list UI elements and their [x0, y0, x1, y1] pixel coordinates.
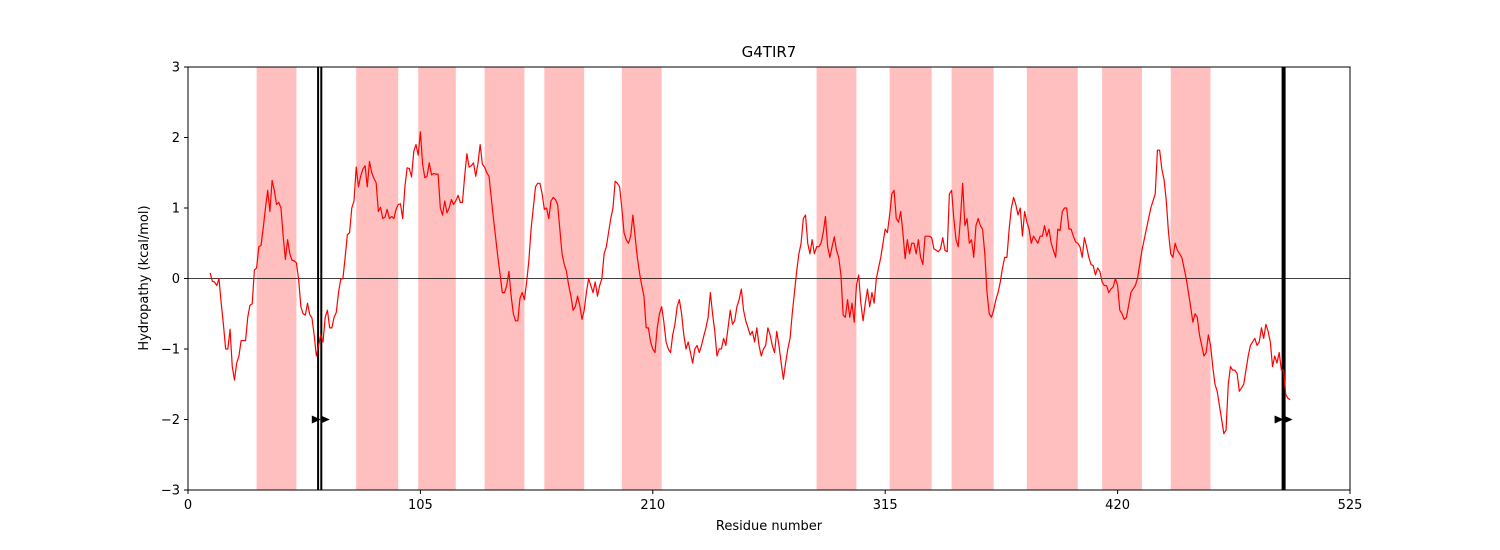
y-axis: −3 −2 −1 0 1 2 3 — [161, 61, 188, 499]
x-tick-label: 0 — [184, 498, 192, 513]
y-axis-label: Hydropathy (kcal/mol) — [137, 205, 152, 350]
y-tick-label: −3 — [161, 484, 180, 499]
x-tick-label: 210 — [640, 498, 665, 513]
x-tick-label: 105 — [408, 498, 433, 513]
y-tick-label: 1 — [172, 202, 180, 217]
x-tick-label: 420 — [1105, 498, 1130, 513]
series-group — [209, 131, 1291, 435]
boundary-marker-arrow — [1283, 415, 1293, 424]
marker-group — [311, 415, 1293, 424]
y-tick-label: 0 — [172, 272, 180, 287]
y-tick-label: 3 — [172, 61, 180, 76]
x-tick-label: 525 — [1338, 498, 1363, 513]
boundary-marker-arrow — [311, 415, 321, 424]
boundary-marker-arrow — [1274, 415, 1284, 424]
y-tick-label: −2 — [161, 413, 180, 428]
chart-title: G4TIR7 — [742, 43, 797, 61]
x-tick-label: 315 — [873, 498, 898, 513]
boundary-marker-arrow — [320, 415, 330, 424]
x-axis: 0 105 210 315 420 525 — [184, 490, 1363, 513]
y-tick-label: −1 — [161, 343, 180, 358]
x-axis-label: Residue number — [716, 519, 823, 534]
hydropathy-line — [209, 131, 1291, 435]
y-tick-label: 2 — [172, 131, 180, 146]
